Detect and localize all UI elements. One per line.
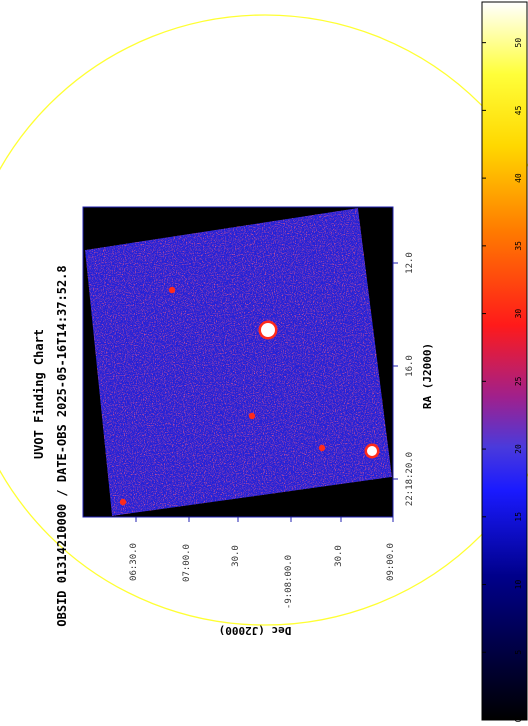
colorbar-tick-label: 40 (514, 173, 523, 183)
dec-tick-label: 07:00.0 (182, 544, 192, 582)
colorbar-tick-label: 50 (514, 38, 523, 48)
colorbar-tick-label: 25 (514, 376, 523, 386)
dec-axis-label: Dec (J2000) (219, 624, 292, 637)
colorbar-ticks: 0 5 10 15 20 25 30 35 40 45 50 (482, 38, 523, 722)
colorbar-tick-label: 30 (514, 309, 523, 319)
colorbar-tick-label: 20 (514, 444, 523, 454)
faint-source (119, 498, 127, 506)
faint-source (168, 286, 176, 294)
dec-tick-label: 30.0 (334, 545, 344, 567)
region-circle (0, 14, 528, 626)
colorbar-tick-label: 5 (514, 650, 523, 655)
faint-source (318, 444, 326, 452)
frame-ticks (135, 262, 398, 522)
bright-star (261, 323, 275, 337)
colorbar-tick-label: 45 (514, 105, 523, 115)
colorbar-tick-label: 10 (514, 580, 523, 590)
exposure-tile (85, 208, 392, 516)
chart-subtitle: OBSID 01314210000 / DATE-OBS 2025-05-16T… (55, 265, 69, 626)
bright-star (367, 446, 377, 456)
dec-tick-label: 06:30.0 (129, 543, 139, 581)
sources (119, 286, 380, 506)
chart-title: UVOT Finding Chart (32, 329, 46, 459)
ra-tick-label: 16.0 (405, 355, 415, 377)
dec-tick-label: 09:00.0 (386, 543, 396, 581)
dec-tick-label: 30.0 (231, 545, 241, 567)
colorbar-tick-label: 35 (514, 241, 523, 251)
colorbar-tick-label: 15 (514, 512, 523, 522)
ra-tick-label: 22:18:20.0 (405, 452, 415, 506)
ra-axis-label: RA (J2000) (421, 343, 434, 409)
ra-tick-label: 12.0 (405, 252, 415, 274)
colorbar (481, 1, 528, 721)
faint-source (248, 412, 256, 420)
dec-tick-label: -9:08:00.0 (284, 555, 294, 609)
colorbar-tick-label: 0 (514, 717, 523, 722)
